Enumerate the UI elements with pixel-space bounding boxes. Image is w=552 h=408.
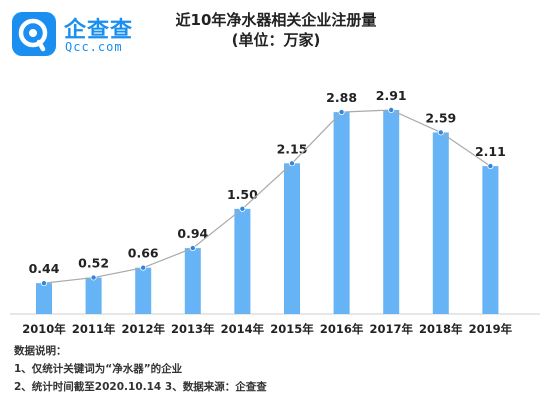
x-tick-label-2010年: 2010年 (22, 322, 66, 336)
data-notes: 数据说明： 1、仅统计关键词为“净水器”的企业 2、统计时间截至2020.10.… (14, 342, 267, 396)
notes-line-1: 1、仅统计关键词为“净水器”的企业 (14, 363, 183, 375)
trend-point-2019年 (487, 163, 494, 170)
data-label-2010年: 0.44 (29, 261, 60, 276)
trend-point-2012年 (140, 264, 147, 271)
bar-chart: 0.44 2010年 0.52 2011年 0.66 2012年 0.94 2013年 1.50… (10, 88, 540, 336)
x-tick-label-2012年: 2012年 (121, 322, 165, 336)
x-tick-label-2013年: 2013年 (171, 322, 215, 336)
trend-point-2015年 (288, 160, 295, 167)
bar-2017年 (383, 110, 400, 314)
logo-domain: Qcc.com (65, 40, 123, 54)
bar-2012年 (135, 267, 152, 314)
data-label-2018年: 2.59 (425, 110, 456, 125)
notes-heading: 数据说明： (14, 345, 67, 357)
x-tick-label-2014年: 2014年 (221, 322, 265, 336)
trend-point-2016年 (338, 109, 345, 116)
trend-point-2014年 (239, 205, 246, 212)
data-label-2012年: 0.66 (128, 246, 159, 261)
x-tick-label-2011年: 2011年 (72, 322, 116, 336)
company-logo: 企查查 Qcc.com (8, 8, 138, 60)
data-label-2013年: 0.94 (177, 226, 208, 241)
x-tick-label-2019年: 2019年 (469, 322, 513, 336)
chart-title: 近10年净水器相关企业注册量 (175, 11, 377, 29)
data-label-2019年: 2.11 (475, 144, 506, 159)
data-label-2015年: 2.15 (277, 141, 308, 156)
trend-point-2010年 (41, 280, 48, 287)
data-label-2014年: 1.50 (227, 187, 258, 202)
trend-point-2018年 (437, 129, 444, 136)
bar-2016年 (333, 112, 350, 315)
chart-subtitle: (单位：万家) (231, 31, 321, 49)
chart-title-block: 近10年净水器相关企业注册量 (单位：万家) (156, 10, 396, 50)
logo-icon (12, 12, 56, 56)
logo-name: 企查查 (64, 18, 134, 43)
trend-point-2011年 (90, 274, 97, 281)
trend-point-2017年 (388, 107, 395, 114)
trend-line (43, 109, 491, 284)
bar-2011年 (85, 277, 102, 314)
x-tick-label-2018年: 2018年 (419, 322, 463, 336)
data-label-2017年: 2.91 (376, 88, 407, 103)
data-label-2011年: 0.52 (78, 256, 109, 271)
x-tick-label-2017年: 2017年 (369, 322, 413, 336)
data-label-2016年: 2.88 (326, 90, 357, 105)
bar-2015年 (284, 163, 300, 314)
bar-2013年 (184, 248, 201, 314)
bar-2010年 (36, 283, 52, 314)
notes-line-2: 2、统计时间截至2020.10.14 3、数据来源：企查查 (14, 381, 267, 393)
x-tick-label-2015年: 2015年 (270, 322, 314, 336)
bar-2014年 (234, 208, 251, 314)
trend-point-2013年 (189, 245, 196, 252)
x-tick-label-2016年: 2016年 (320, 322, 364, 336)
bar-2019年 (482, 166, 499, 314)
bar-2018年 (432, 132, 449, 314)
